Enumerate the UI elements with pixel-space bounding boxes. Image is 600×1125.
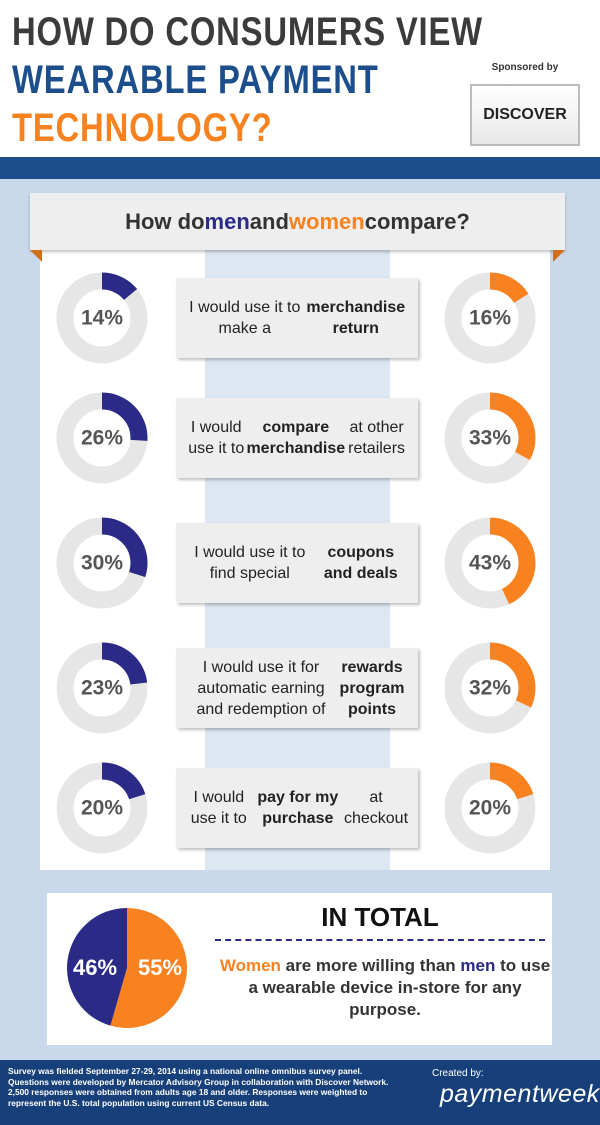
donut-arc bbox=[444, 642, 536, 734]
text-run: I would use it to make a bbox=[189, 299, 301, 337]
donut-arc bbox=[444, 392, 536, 484]
text-run: compare merchandise bbox=[246, 419, 346, 457]
text-run: at checkout bbox=[343, 789, 409, 827]
sponsor-logo: DISCOVER bbox=[470, 84, 580, 146]
donut-label: 14% bbox=[81, 307, 123, 330]
statement-box: I would use it for automatic earning and… bbox=[176, 648, 418, 728]
donut-label: 33% bbox=[469, 427, 511, 450]
donut-label: 20% bbox=[81, 797, 123, 820]
text-run: coupons and deals bbox=[323, 544, 398, 582]
text-run: are more willing than bbox=[280, 956, 461, 975]
donut-arc bbox=[56, 762, 148, 854]
donut-label: 20% bbox=[469, 797, 511, 820]
text-run: I would use it to find special bbox=[194, 544, 306, 582]
brand-logo: paymentweek bbox=[440, 1080, 600, 1108]
text-run: to use a wearable device in-store for an… bbox=[248, 956, 551, 1019]
created-by: Created by: bbox=[432, 1068, 484, 1079]
donut-label: 30% bbox=[81, 552, 123, 575]
question-banner: How do men and women compare? bbox=[30, 193, 565, 250]
title-line: WEARABLE PAYMENT bbox=[12, 58, 379, 102]
total-heading: IN TOTAL bbox=[321, 902, 439, 932]
total-statement: Women are more willing than men to use a… bbox=[215, 955, 555, 1021]
donut-label: 26% bbox=[81, 427, 123, 450]
statement-box: I would use it to compare merchandise at… bbox=[176, 398, 418, 478]
text-run: rewards program points bbox=[339, 658, 405, 718]
donut-arc bbox=[56, 392, 148, 484]
text-run: pay for my purchase bbox=[257, 789, 339, 827]
donut-label: 32% bbox=[469, 677, 511, 700]
statement-box: I would use it to find special coupons a… bbox=[176, 523, 418, 603]
text-run: and bbox=[249, 208, 289, 234]
divider bbox=[215, 939, 545, 941]
donut-label: 16% bbox=[469, 307, 511, 330]
text-run: Women bbox=[219, 956, 281, 975]
donut-arc bbox=[444, 272, 536, 364]
text-run: women bbox=[288, 208, 365, 234]
text-run: I would use it for automatic earning and… bbox=[196, 658, 326, 718]
pie-slice bbox=[110, 908, 187, 1028]
statement-box: I would use it to make a merchandise ret… bbox=[176, 278, 418, 358]
banner-fold bbox=[30, 250, 42, 262]
sponsor-label: Sponsored by bbox=[491, 62, 559, 73]
text-run: How do bbox=[125, 208, 205, 234]
donut-arc bbox=[444, 517, 536, 609]
footnote: Survey was fielded September 27-29, 2014… bbox=[8, 1066, 389, 1108]
donut-arc bbox=[56, 642, 148, 734]
donut-arc bbox=[56, 517, 148, 609]
text-run: men bbox=[204, 208, 250, 234]
footer bbox=[0, 1060, 600, 1125]
text-run: I would use it to bbox=[188, 419, 245, 457]
donut-label: 23% bbox=[81, 677, 123, 700]
pie-label: 55% bbox=[138, 955, 182, 980]
header-band bbox=[0, 157, 600, 179]
text-run: I would use it to bbox=[190, 789, 247, 827]
text-run: compare? bbox=[364, 208, 470, 234]
text-run: at other retailers bbox=[348, 419, 406, 457]
pie-slice bbox=[66, 908, 127, 1026]
title-line: TECHNOLOGY? bbox=[12, 106, 273, 150]
donut-arc bbox=[56, 272, 148, 364]
banner-fold bbox=[553, 250, 565, 262]
text-run: merchandise return bbox=[306, 299, 406, 337]
title-line: HOW DO CONSUMERS VIEW bbox=[12, 10, 483, 54]
text-run: men bbox=[460, 956, 496, 975]
statement-box: I would use it to pay for my purchase at… bbox=[176, 768, 418, 848]
donut-arc bbox=[444, 762, 536, 854]
pie-label: 46% bbox=[73, 955, 117, 980]
donut-label: 43% bbox=[469, 552, 511, 575]
